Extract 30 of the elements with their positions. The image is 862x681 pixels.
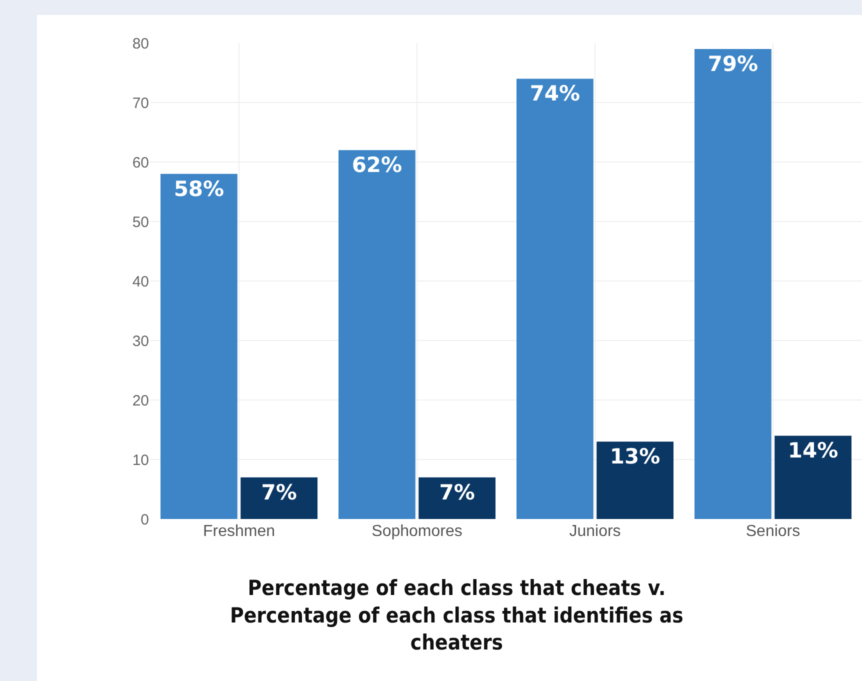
x-tick-label: Seniors bbox=[746, 523, 800, 540]
bar bbox=[694, 48, 772, 519]
y-tick-label: 10 bbox=[132, 452, 149, 469]
x-tick-label: Juniors bbox=[569, 523, 621, 540]
y-tick-label: 0 bbox=[140, 511, 149, 528]
data-label: 7% bbox=[261, 480, 297, 504]
data-label: 7% bbox=[439, 480, 475, 504]
data-label: 13% bbox=[610, 444, 660, 469]
x-tick-label: Sophomores bbox=[372, 523, 462, 540]
bar bbox=[596, 442, 674, 519]
bar bbox=[774, 436, 852, 519]
y-tick-label: 60 bbox=[132, 154, 149, 172]
y-tick-label: 30 bbox=[132, 332, 149, 350]
data-label: 74% bbox=[530, 82, 580, 106]
bar bbox=[240, 477, 318, 519]
bar bbox=[160, 174, 238, 519]
bar bbox=[516, 78, 594, 519]
bar bbox=[418, 477, 496, 519]
y-tick-label: 70 bbox=[132, 94, 149, 112]
bar bbox=[338, 150, 416, 519]
data-label: 58% bbox=[174, 176, 224, 201]
data-label: 62% bbox=[352, 153, 402, 178]
text: Percentage of each class that cheats v. Percentage of each class that identifies as cheaters bbox=[230, 576, 684, 655]
y-tick-label: 40 bbox=[132, 273, 149, 290]
data-label: 14% bbox=[788, 438, 838, 463]
x-tick-label: Freshmen bbox=[202, 523, 276, 540]
y-tick-label: 50 bbox=[132, 214, 149, 231]
y-tick-label: 80 bbox=[132, 35, 149, 52]
data-label: 79% bbox=[708, 52, 758, 76]
y-tick-label: 20 bbox=[132, 392, 149, 410]
